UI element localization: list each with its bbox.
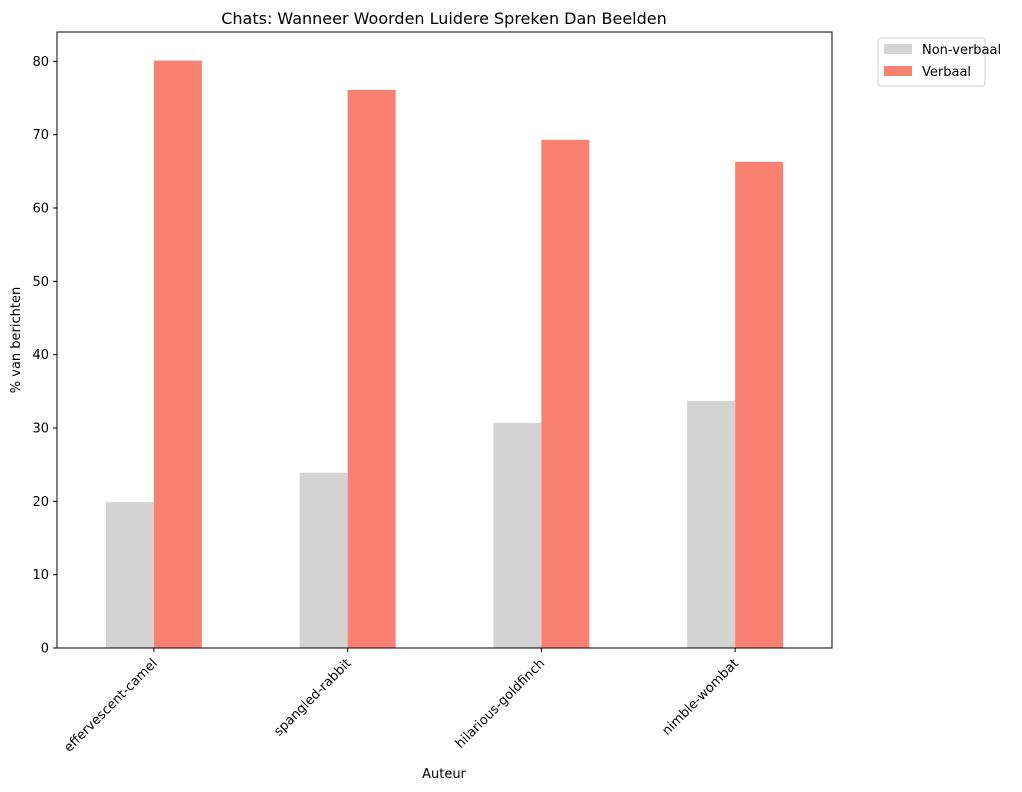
- legend: Non-verbaal Verbaal: [877, 37, 1001, 87]
- bar-non-verbaal-spangled-rabbit: [299, 472, 348, 648]
- bar-verbaal-nimble-wombat: [735, 161, 784, 649]
- bar-non-verbaal-nimble-wombat: [687, 400, 736, 648]
- bar-non-verbaal-hilarious-goldfinch: [493, 422, 542, 648]
- y-tick-label: 10: [32, 568, 49, 583]
- bar-verbaal-spangled-rabbit: [347, 89, 396, 648]
- y-tick-label: 20: [32, 495, 49, 510]
- x-tick-label: nimble-wombat: [659, 656, 741, 738]
- y-tick-label: 0: [41, 642, 49, 657]
- bar-verbaal-hilarious-goldfinch: [541, 139, 590, 649]
- plot-frame: [56, 31, 833, 649]
- legend-swatch: [884, 66, 912, 76]
- y-tick-label: 40: [32, 348, 49, 363]
- y-tick-label: 70: [32, 128, 49, 143]
- x-tick-label: effervescent-camel: [61, 656, 160, 755]
- x-tick-label: spangled-rabbit: [271, 656, 354, 739]
- bar-non-verbaal-effervescent-camel: [105, 502, 154, 648]
- x-axis-label: Auteur: [422, 767, 466, 782]
- x-tick-label: hilarious-goldfinch: [453, 656, 548, 751]
- legend-label: Non-verbaal: [922, 43, 1001, 58]
- bar-verbaal-effervescent-camel: [153, 60, 202, 649]
- legend-label: Verbaal: [922, 65, 971, 80]
- y-axis-label: % van berichten: [9, 287, 24, 393]
- y-tick-label: 60: [32, 202, 49, 217]
- plot-area: 0 10 20 30 40 50 60 70 80 effervescent-camel spang…: [32, 55, 784, 755]
- y-tick-label: 50: [32, 275, 49, 290]
- chart-title: Chats: Wanneer Woorden Luidere Spreken D…: [221, 9, 667, 28]
- legend-swatch: [884, 44, 912, 54]
- y-tick-label: 80: [32, 55, 49, 70]
- y-tick-label: 30: [32, 422, 49, 437]
